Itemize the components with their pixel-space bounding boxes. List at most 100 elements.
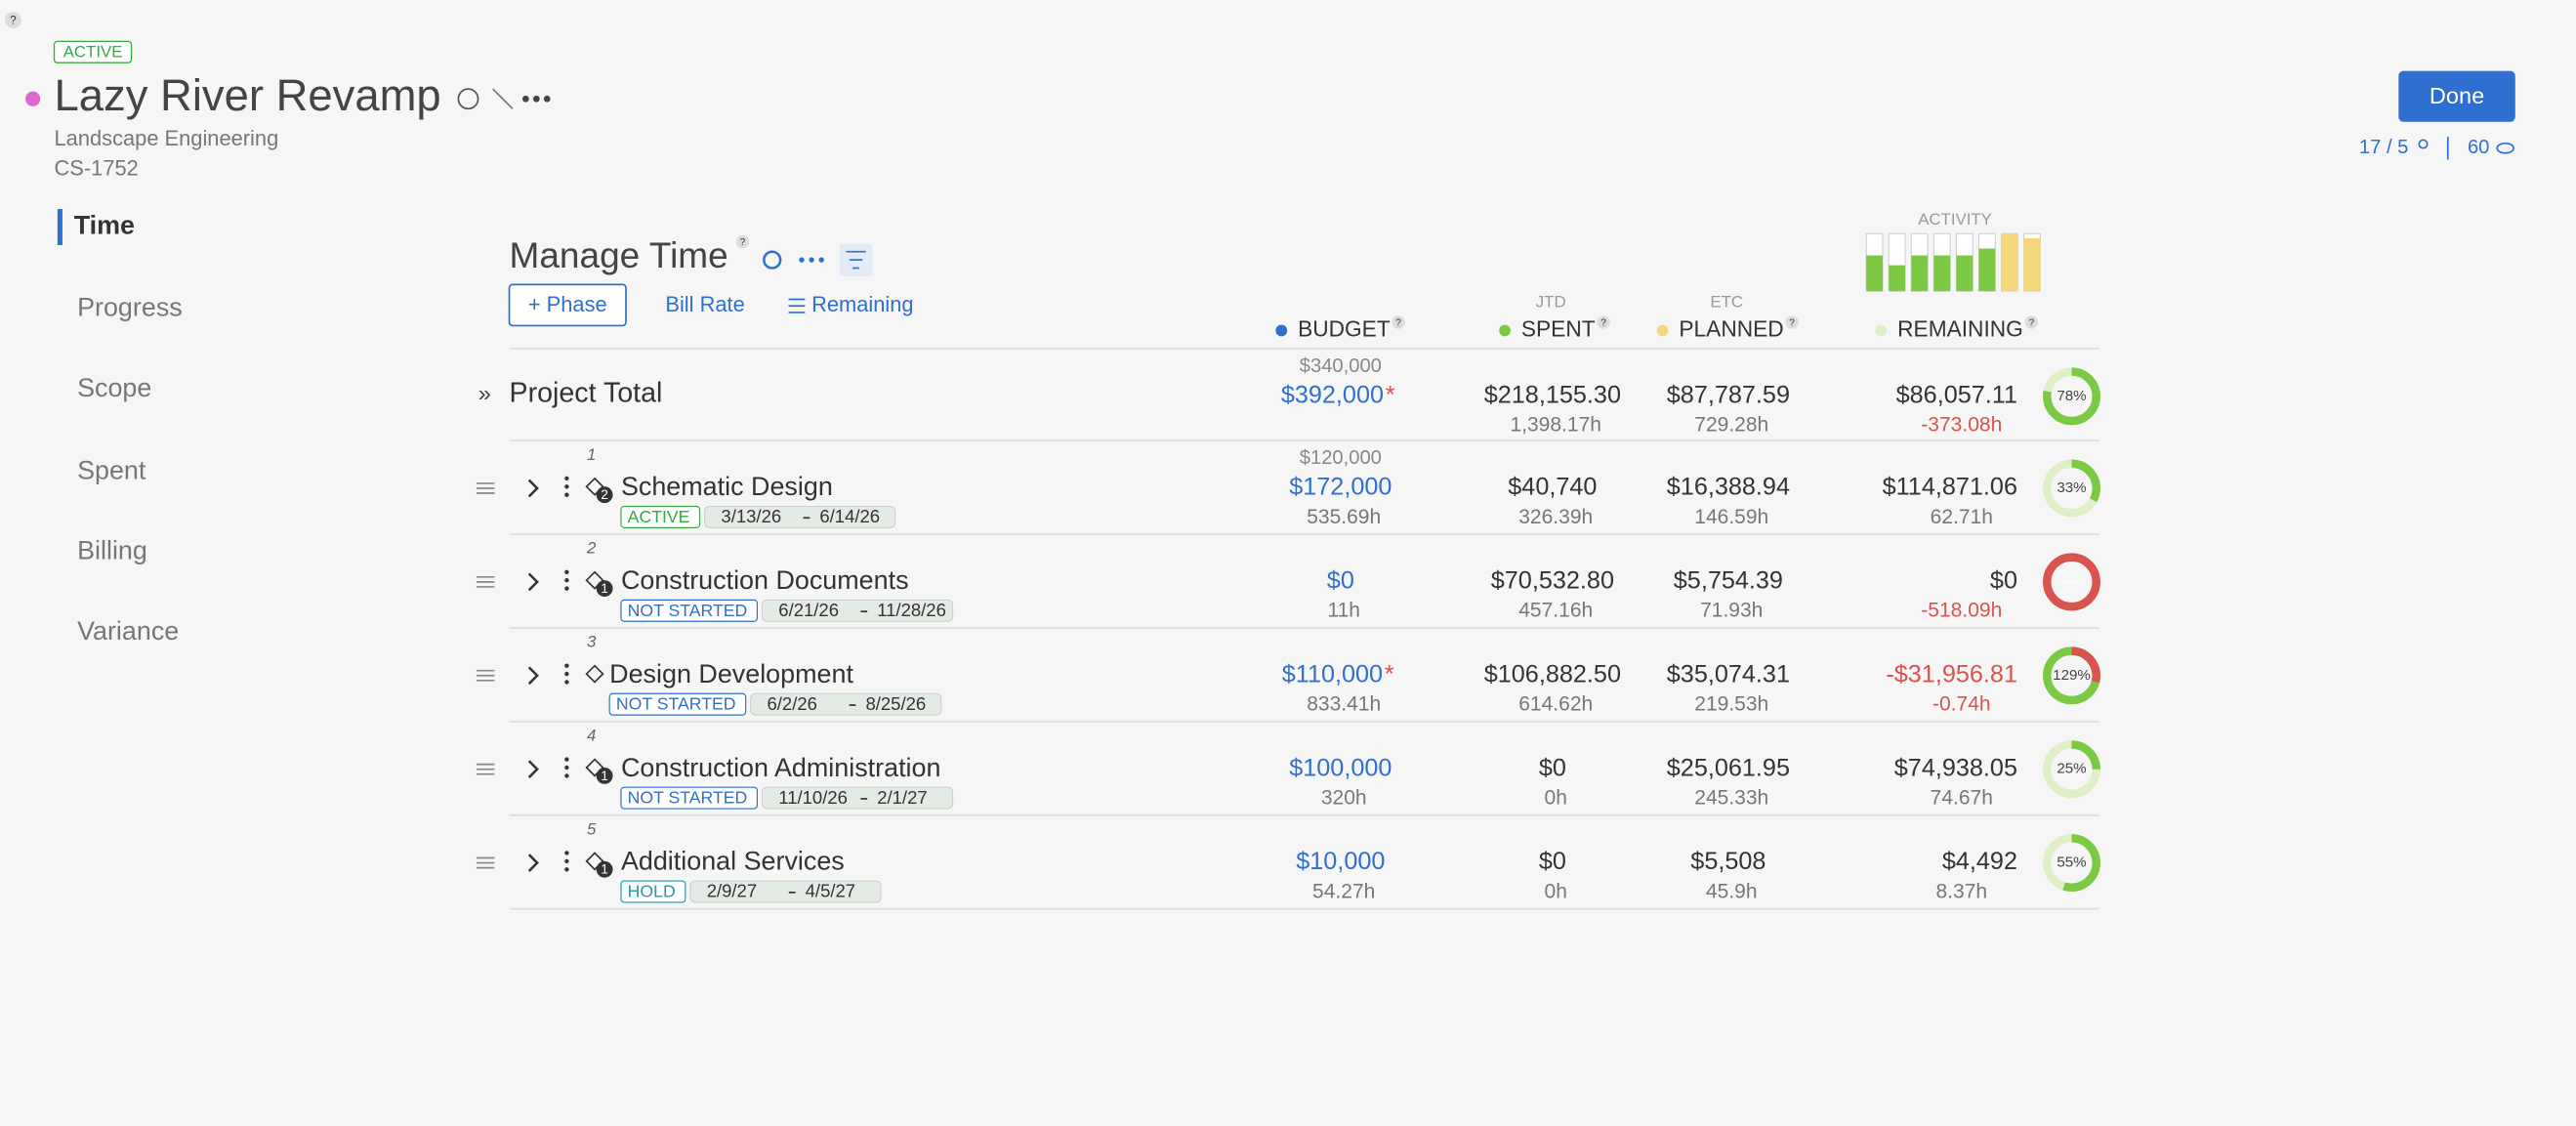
done-button[interactable] [2398, 70, 2515, 122]
donut-label: 55% [2057, 855, 2086, 871]
phase-number: 4 [587, 726, 596, 744]
phase-badge [596, 860, 613, 878]
budget: $10,000 [1296, 848, 1385, 875]
settings-icon[interactable] [763, 250, 782, 270]
phase-name[interactable]: Design Development [609, 659, 853, 688]
activity-bar [1933, 255, 1951, 292]
notify-icon[interactable] [492, 88, 514, 109]
add-phase-label: + Phase [528, 292, 607, 316]
activity-bar [1889, 265, 1906, 292]
row-menu-dot [564, 578, 569, 583]
phase-badge-count: 1 [601, 862, 607, 877]
spent: $0 [1539, 754, 1566, 781]
members[interactable]: 17 / 5 [2359, 137, 2408, 158]
donut-arc [2043, 740, 2100, 799]
phase-name[interactable]: Construction Documents [621, 565, 909, 595]
phase-icon [585, 664, 604, 684]
help-mark: ? [740, 237, 746, 248]
more-icon[interactable] [522, 95, 551, 103]
budget-hours: 833.41h [1307, 693, 1381, 716]
expand-arrow[interactable] [527, 572, 539, 592]
date-range[interactable] [689, 880, 882, 903]
phase-icon [585, 570, 604, 590]
phase-icon [585, 852, 604, 871]
end-date: 4/5/27 [806, 881, 855, 901]
date-range[interactable] [761, 599, 954, 622]
expand-arrow[interactable] [527, 760, 539, 778]
donut-arc [2043, 459, 2100, 518]
phase-number: 2 [586, 539, 597, 558]
help-mark: ? [10, 14, 17, 26]
status-badge [620, 786, 758, 810]
expand-arrow[interactable] [527, 479, 539, 498]
column-subheader: ETC [1710, 292, 1743, 311]
nav-item[interactable]: Scope [77, 373, 151, 402]
planned: $25,061.95 [1667, 754, 1790, 781]
column-dot [1275, 324, 1288, 337]
date-range[interactable] [761, 786, 954, 810]
nav-item[interactable]: Variance [77, 616, 179, 646]
row-menu-dot [564, 476, 569, 481]
nav-item[interactable]: Time [74, 211, 135, 240]
help-icon[interactable] [5, 12, 21, 28]
start-date: 11/10/26 [778, 787, 848, 808]
views[interactable]: 60 [2468, 137, 2489, 158]
phase-name[interactable]: Schematic Design [621, 472, 833, 501]
add-phase-button[interactable] [508, 283, 627, 327]
phase-status: NOT STARTED [616, 694, 736, 714]
planned-hours: 146.59h [1694, 506, 1768, 528]
spent: $70,532.80 [1491, 567, 1614, 595]
row-menu-dot [564, 484, 569, 489]
column-dot [1499, 324, 1511, 337]
column-dot [1656, 324, 1669, 337]
donut-label: 33% [2057, 480, 2086, 496]
phase-status: ACTIVE [628, 507, 690, 526]
row-menu-dot [564, 671, 569, 677]
help-icon[interactable] [1785, 315, 1799, 329]
budget: $100,000 [1289, 754, 1392, 781]
budget: $392,000 [1281, 381, 1384, 408]
phase-name[interactable]: Construction Administration [621, 753, 941, 782]
activity-bar [1866, 255, 1884, 292]
planned-hours: 219.53h [1694, 693, 1768, 716]
phase-name[interactable]: Additional Services [621, 847, 845, 876]
budget-flag: * [1386, 381, 1395, 408]
column-subheader: JTD [1536, 292, 1566, 311]
date-range[interactable] [704, 505, 896, 528]
expand-all[interactable]: » [478, 380, 491, 405]
start-date: 3/13/26 [721, 506, 781, 526]
row-menu-dot [564, 851, 569, 855]
remaining-view[interactable]: Remaining [811, 292, 913, 316]
row-menu-dot [564, 773, 569, 778]
budget-flag: * [1385, 660, 1394, 688]
nav-item[interactable]: Progress [77, 293, 183, 322]
spent-hours: 1,398.17h [1510, 414, 1601, 437]
end-date: 6/14/26 [819, 506, 880, 526]
spent-hours: 0h [1545, 786, 1567, 809]
expand-arrow[interactable] [527, 666, 539, 686]
remaining-hours: 74.67h [1931, 786, 1993, 809]
planned-hours: 45.9h [1706, 880, 1758, 902]
expand-arrow[interactable] [527, 854, 539, 872]
end-date: 8/25/26 [865, 693, 926, 714]
section-more-icon[interactable] [799, 257, 824, 263]
client-name: Landscape Engineering [55, 126, 279, 150]
help-icon[interactable] [1392, 315, 1405, 329]
help-icon[interactable] [735, 234, 750, 249]
help-icon[interactable] [1597, 315, 1610, 329]
nav-item[interactable]: Billing [77, 536, 147, 565]
info-icon[interactable] [457, 88, 479, 110]
project-code: CS-1752 [55, 155, 139, 180]
remaining: $114,871.06 [1883, 474, 2017, 501]
status-text: ACTIVE [63, 43, 123, 62]
date-range[interactable] [750, 692, 942, 716]
donut-label: 78% [2057, 388, 2086, 404]
section-title: Manage Time [510, 234, 728, 275]
bill-rate[interactable]: Bill Rate [665, 292, 744, 316]
donut-arc [2043, 367, 2100, 426]
planned: $16,388.94 [1667, 474, 1790, 501]
nav-item[interactable]: Spent [77, 455, 146, 484]
help-icon[interactable] [2024, 315, 2038, 329]
donut-label: 25% [2057, 761, 2086, 777]
phase-status: HOLD [628, 882, 676, 901]
